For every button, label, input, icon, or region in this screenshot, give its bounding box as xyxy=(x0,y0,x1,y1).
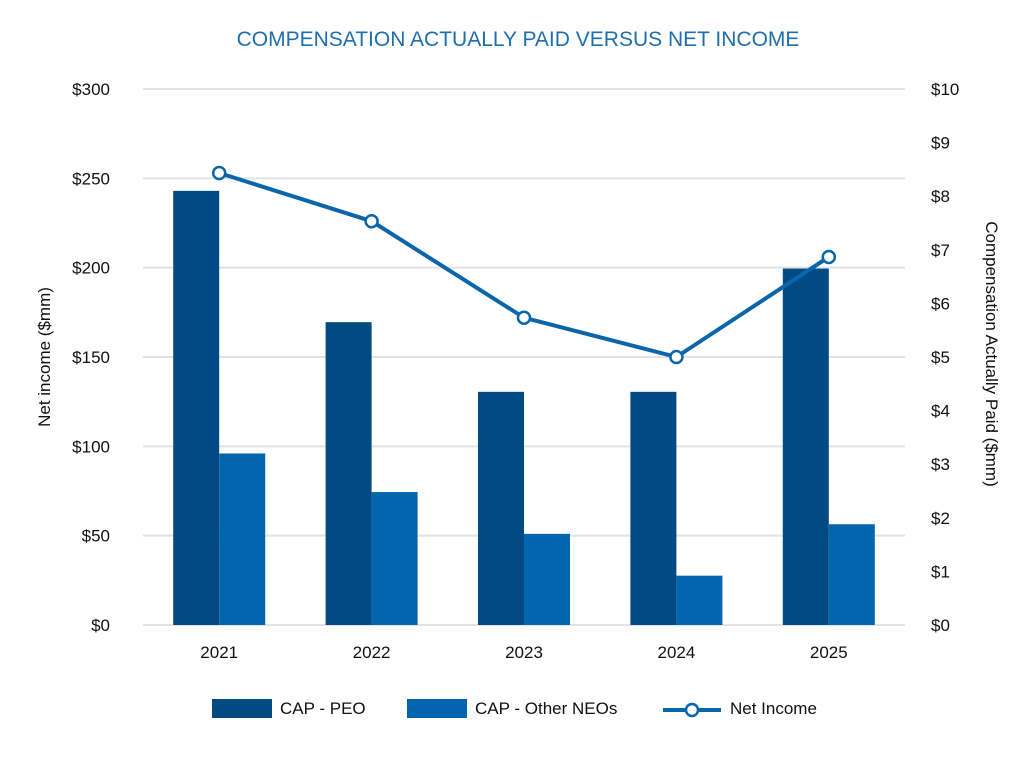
left-tick-label: $0 xyxy=(91,616,110,635)
right-axis-title: Compensation Actually Paid ($mm) xyxy=(982,221,1001,487)
right-tick-label: $5 xyxy=(931,348,950,367)
bars xyxy=(173,190,875,625)
left-tick-label: $300 xyxy=(72,80,110,99)
right-tick-label: $1 xyxy=(931,562,950,581)
right-tick-label: $0 xyxy=(931,616,950,635)
bar-cap-peo xyxy=(782,268,829,625)
net-income-point xyxy=(516,310,532,325)
left-tick-label: $200 xyxy=(72,259,110,278)
x-tick-label: 2023 xyxy=(505,643,543,662)
legend-cap-other-neos-swatch xyxy=(407,699,467,718)
legend-cap-peo-label: CAP - PEO xyxy=(280,699,366,718)
x-tick-label: 2024 xyxy=(657,643,695,662)
right-tick-label: $4 xyxy=(931,402,950,421)
left-tick-label: $250 xyxy=(72,169,110,188)
bar-cap-other-neos xyxy=(524,533,570,625)
left-axis-ticks: $0 $50 $100 $150 $200 $250 $300 xyxy=(72,80,110,635)
left-tick-label: $150 xyxy=(72,348,110,367)
net-income-point xyxy=(821,249,837,265)
left-axis-title: Net income ($mm) xyxy=(35,287,54,427)
left-tick-label: $50 xyxy=(82,527,110,546)
legend-cap-other-neos-label: CAP - Other NEOs xyxy=(475,699,617,718)
bar-cap-peo xyxy=(478,391,524,625)
right-tick-label: $6 xyxy=(931,294,950,313)
x-tick-label: 2022 xyxy=(353,643,391,662)
legend: CAP - PEO CAP - Other NEOs Net Income xyxy=(212,699,817,718)
left-tick-label: $100 xyxy=(72,437,110,456)
x-tick-label: 2021 xyxy=(200,643,238,662)
right-tick-label: $2 xyxy=(931,509,950,528)
legend-net-income-label: Net Income xyxy=(730,699,817,718)
x-tick-label: 2025 xyxy=(810,643,848,662)
legend-cap-peo-swatch xyxy=(212,699,272,718)
right-axis-ticks: $0 $1 $2 $3 $4 $5 $6 $7 $8 $9 $10 xyxy=(931,80,959,635)
net-income-line xyxy=(218,171,830,359)
chart-title: COMPENSATION ACTUALLY PAID VERSUS NET IN… xyxy=(237,28,800,51)
bar-cap-other-neos xyxy=(219,453,266,625)
right-tick-label: $7 xyxy=(931,241,950,260)
bar-cap-other-neos xyxy=(371,492,418,625)
right-tick-label: $8 xyxy=(931,187,950,206)
bar-cap-peo xyxy=(630,391,677,625)
right-tick-label: $10 xyxy=(931,80,959,99)
right-tick-label: $9 xyxy=(931,134,950,153)
legend-net-income-swatch-marker xyxy=(684,702,700,718)
x-axis-ticks: 2021 2022 2023 2024 2025 xyxy=(200,643,847,662)
bar-cap-other-neos xyxy=(676,575,723,625)
bar-cap-peo xyxy=(325,322,372,625)
net-income-point xyxy=(364,213,379,229)
net-income-point xyxy=(669,349,684,365)
net-income-line-group xyxy=(211,165,837,365)
bar-cap-other-neos xyxy=(828,524,875,625)
net-income-point xyxy=(211,165,227,181)
right-tick-label: $3 xyxy=(931,455,950,474)
bar-cap-peo xyxy=(173,190,220,625)
